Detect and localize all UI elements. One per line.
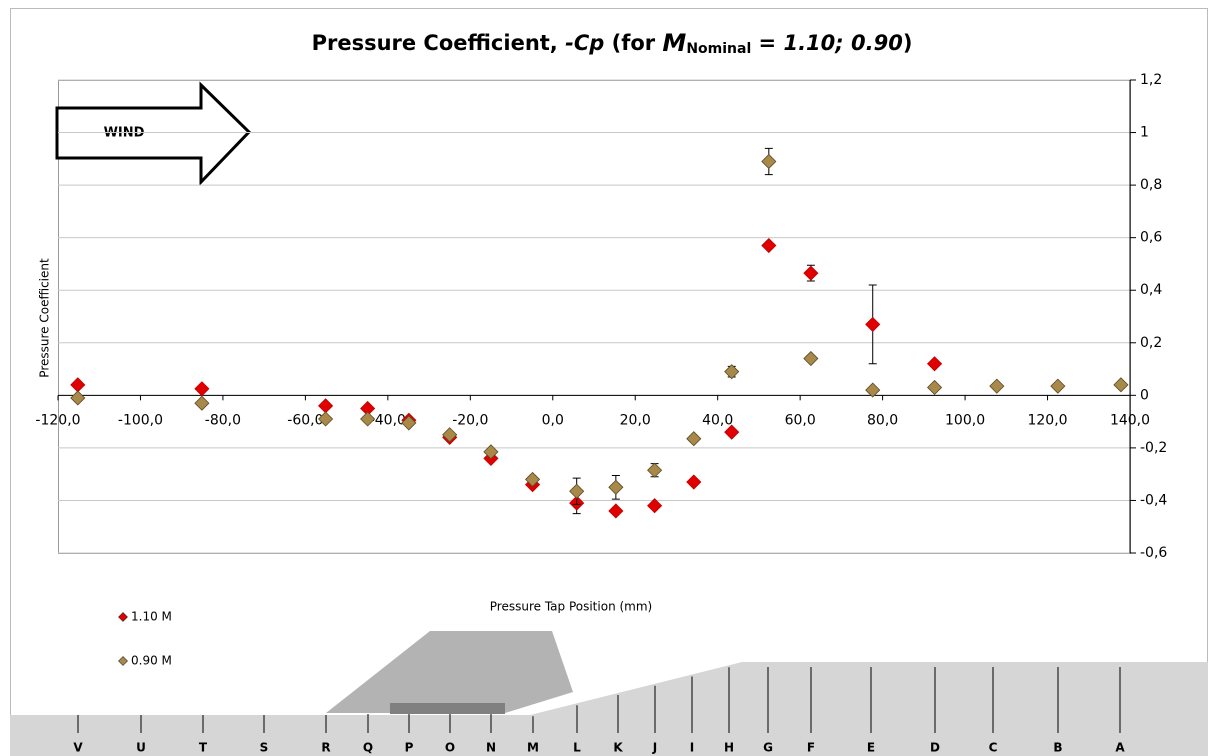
tap-label: A (1115, 741, 1125, 755)
x-tick-label: 0,0 (542, 412, 564, 428)
tap-label: C (989, 741, 998, 755)
tap-label: S (260, 741, 269, 755)
data-point (608, 503, 624, 519)
tap-label: B (1053, 741, 1062, 755)
data-point (647, 498, 663, 514)
y-tick-label: 1 (1140, 125, 1149, 141)
data-point (686, 474, 702, 490)
data-point (724, 364, 740, 380)
y-axis-title: Pressure Coefficient (38, 258, 52, 378)
x-tick-label: 60,0 (785, 412, 816, 428)
x-tick-label: 120,0 (1027, 412, 1067, 428)
data-point (569, 483, 585, 499)
x-tick-label: -100,0 (118, 412, 163, 428)
legend-label: 0.90 M (131, 654, 172, 668)
tap-label: F (807, 741, 815, 755)
data-point (927, 379, 943, 396)
x-tick-label: 140,0 (1110, 412, 1150, 428)
tap-label: Q (363, 741, 373, 755)
data-point (647, 462, 663, 478)
tap-label: M (527, 741, 539, 755)
y-tick-label: -0,6 (1140, 545, 1167, 561)
x-tick-label: 100,0 (945, 412, 985, 428)
x-tick-label: -40,0 (370, 412, 406, 428)
data-point (761, 237, 777, 254)
x-tick-label: 20,0 (620, 412, 651, 428)
tap-label: K (613, 741, 623, 755)
data-point (724, 424, 740, 440)
x-tick-label: -120,0 (35, 412, 80, 428)
x-tick-label: -20,0 (452, 412, 488, 428)
tap-label: D (930, 741, 940, 755)
data-point (525, 471, 541, 487)
data-point (483, 444, 499, 460)
model-body (326, 631, 573, 713)
legend-marker (118, 612, 128, 622)
data-point (194, 395, 210, 411)
y-tick-label: 0 (1140, 387, 1149, 403)
data-point (865, 382, 881, 398)
ground (10, 662, 1208, 756)
tap-label: U (136, 741, 146, 755)
tap-label: I (690, 741, 694, 755)
data-point (608, 479, 624, 495)
legend-marker (118, 656, 128, 666)
data-point (761, 153, 777, 170)
tap-label: H (724, 741, 734, 755)
x-tick-label: 40,0 (702, 412, 733, 428)
data-point (1050, 378, 1066, 394)
x-tick-label: 80,0 (867, 412, 898, 428)
x-tick-label: -80,0 (205, 412, 241, 428)
tap-label: N (486, 741, 496, 755)
tap-label: V (73, 741, 83, 755)
y-tick-label: 0,8 (1140, 177, 1162, 193)
x-axis-title: Pressure Tap Position (mm) (490, 600, 652, 614)
tap-label: E (867, 741, 875, 755)
y-tick-label: 0,2 (1140, 335, 1162, 351)
data-point (686, 431, 702, 447)
y-tick-label: 0,6 (1140, 230, 1162, 246)
data-point (1113, 377, 1129, 393)
legend-label: 1.10 M (131, 610, 172, 624)
tap-label: P (405, 741, 414, 755)
tap-label: R (321, 741, 330, 755)
x-tick-label: -60,0 (287, 412, 323, 428)
data-point (803, 350, 819, 367)
data-point (803, 265, 819, 281)
y-tick-label: 1,2 (1140, 72, 1162, 88)
y-tick-label: 0,4 (1140, 282, 1162, 298)
data-point (865, 316, 881, 332)
data-point (927, 356, 943, 372)
tap-label: T (199, 741, 208, 755)
tap-label: G (763, 741, 773, 755)
y-tick-label: -0,4 (1140, 492, 1167, 508)
tap-label: O (445, 741, 455, 755)
model-base (390, 703, 505, 714)
data-point (318, 411, 334, 427)
tap-label: L (573, 741, 581, 755)
data-point (442, 427, 458, 443)
tap-label: J (652, 741, 657, 755)
wind-arrow (55, 81, 252, 186)
data-point (989, 378, 1005, 394)
data-point (360, 411, 376, 427)
y-tick-label: -0,2 (1140, 440, 1167, 456)
data-point (70, 390, 86, 406)
data-point (401, 415, 417, 431)
chart-title: Pressure Coefficient, -Cp (for MNominal … (312, 29, 913, 57)
